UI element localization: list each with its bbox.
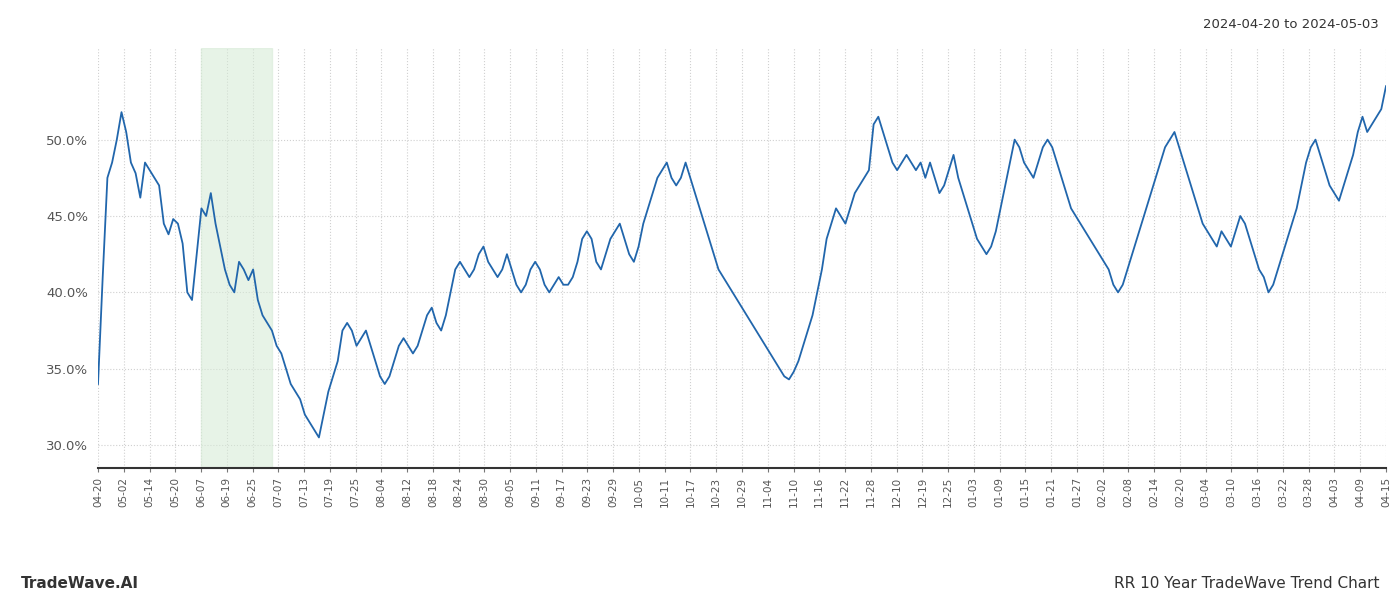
Bar [202,48,272,468]
Text: 2024-04-20 to 2024-05-03: 2024-04-20 to 2024-05-03 [1203,18,1379,31]
Text: RR 10 Year TradeWave Trend Chart: RR 10 Year TradeWave Trend Chart [1113,576,1379,591]
Text: TradeWave.AI: TradeWave.AI [21,576,139,591]
